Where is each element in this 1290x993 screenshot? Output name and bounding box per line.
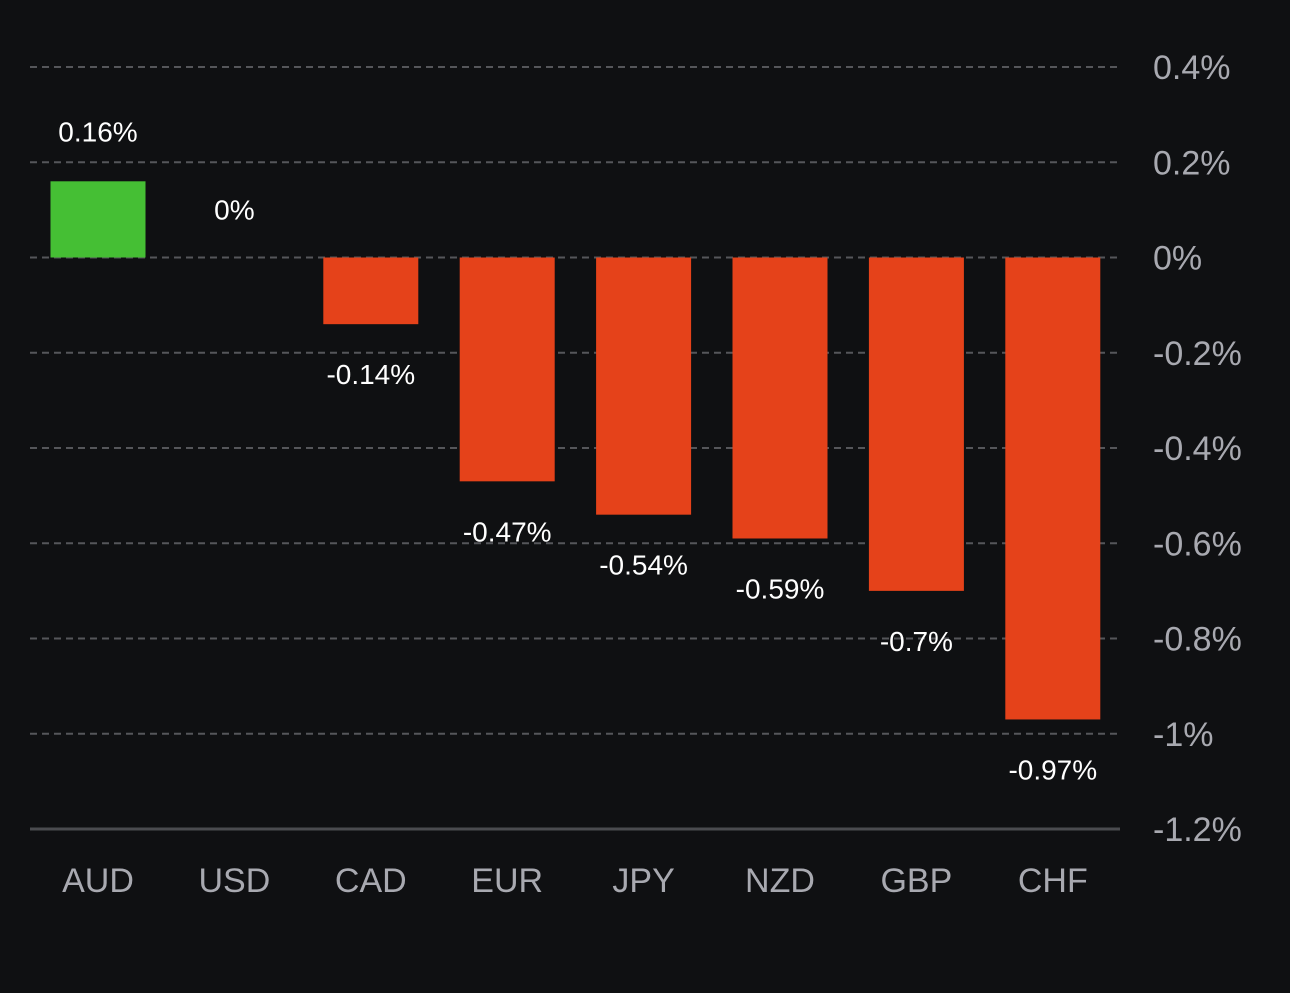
data-label: -0.14% [326, 359, 415, 390]
data-label: 0% [214, 195, 254, 226]
y-tick-label: -1% [1153, 716, 1213, 754]
x-tick-label: CAD [335, 862, 407, 900]
bar-aud [50, 181, 146, 258]
x-axis-ticks: AUD USD CAD EUR JPY NZD GBP CHF [62, 862, 1088, 900]
x-tick-label: NZD [745, 862, 815, 900]
bar-chf [1005, 257, 1101, 720]
y-tick-label: -0.2% [1153, 335, 1242, 373]
x-tick-label: AUD [62, 862, 134, 900]
y-tick-label: -0.6% [1153, 525, 1242, 563]
data-label: -0.59% [736, 573, 825, 604]
x-tick-label: CHF [1018, 862, 1088, 900]
bar-nzd [732, 257, 828, 539]
x-tick-label: EUR [471, 862, 543, 900]
data-label: -0.47% [463, 516, 552, 547]
x-tick-label: JPY [612, 862, 674, 900]
y-tick-label: 0% [1153, 240, 1202, 278]
data-labels: 0.16% 0% -0.14% -0.47% -0.54% -0.59% -0.7% -0.9… [58, 116, 1097, 785]
data-label: -0.54% [599, 550, 688, 581]
y-tick-label: -0.4% [1153, 430, 1242, 468]
bars [50, 181, 1101, 720]
bar-gbp [868, 257, 964, 591]
y-axis-ticks: 0.4% 0.2% 0% -0.2% -0.4% -0.6% -0.8% -1% -1.2% [1153, 49, 1242, 849]
y-tick-label: -1.2% [1153, 811, 1242, 849]
bar-cad [323, 257, 419, 325]
y-tick-label: 0.2% [1153, 144, 1231, 182]
data-label: 0.16% [58, 116, 137, 147]
bar-eur [459, 257, 555, 482]
bar-jpy [596, 257, 692, 515]
x-tick-label: GBP [880, 862, 952, 900]
data-label: -0.97% [1008, 754, 1097, 785]
x-tick-label: USD [199, 862, 271, 900]
y-tick-label: 0.4% [1153, 49, 1231, 87]
data-label: -0.7% [880, 626, 953, 657]
gridlines [30, 66, 1120, 831]
y-tick-label: -0.8% [1153, 621, 1242, 659]
